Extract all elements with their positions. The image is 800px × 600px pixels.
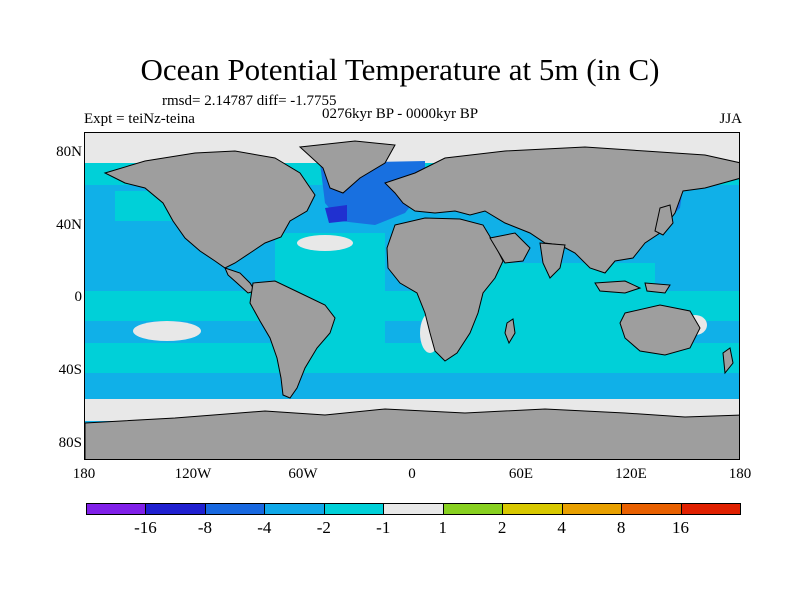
- legend-label: -1: [376, 518, 391, 537]
- x-tick-label: 120E: [615, 466, 647, 482]
- y-tick-label: 40S: [58, 362, 82, 378]
- y-tick-label: 40N: [56, 217, 82, 233]
- legend-color-box: [323, 503, 385, 515]
- y-tick-label: 0: [74, 289, 83, 305]
- north-america: [103, 150, 316, 269]
- legend-color-box: [561, 503, 623, 515]
- warm-patch: [133, 321, 201, 341]
- legend-label: 2: [497, 518, 507, 537]
- legend-label: 8: [616, 518, 626, 537]
- japan: [654, 204, 674, 236]
- north-atlantic-strong-anomaly: [325, 205, 347, 223]
- indonesia: [594, 280, 642, 294]
- india: [539, 242, 566, 279]
- legend-label: 1: [438, 518, 447, 537]
- legend-color-box: [264, 503, 325, 515]
- ocean-anomaly-band: [85, 373, 739, 399]
- ocean-anomaly-band: [85, 343, 739, 373]
- new-guinea: [644, 282, 671, 294]
- legend-label: 16: [672, 518, 690, 537]
- x-tick-label: 60E: [508, 466, 534, 482]
- legend-label: -4: [257, 518, 272, 537]
- new-zealand: [722, 347, 734, 375]
- experiment-label: Expt = teiNz-teina: [84, 111, 195, 127]
- x-tick-label: 180: [72, 466, 96, 482]
- legend-color-box: [145, 503, 206, 515]
- map-panel: [84, 132, 740, 460]
- legend-color-box: [502, 503, 563, 515]
- south-america: [249, 280, 336, 399]
- greenland: [298, 140, 396, 194]
- y-tick-label: 80N: [56, 144, 82, 160]
- legend-color-box: [204, 503, 266, 515]
- legend-label: 4: [557, 518, 566, 537]
- legend-label: -2: [316, 518, 331, 537]
- antarctica: [85, 408, 739, 459]
- period-label: 0276kyr BP - 0000kyr BP: [322, 106, 479, 122]
- season-label: JJA: [719, 111, 742, 127]
- arabia: [489, 232, 531, 264]
- legend-color-box: [383, 503, 444, 515]
- legend-color-box: [86, 503, 147, 515]
- legend-label: -8: [197, 518, 212, 537]
- madagascar: [504, 318, 516, 345]
- map-svg: [85, 133, 739, 459]
- y-tick-label: 80S: [58, 435, 82, 451]
- legend-label: -16: [134, 518, 157, 537]
- africa: [386, 217, 504, 362]
- legend-color-box: [621, 503, 682, 515]
- x-tick-label: 120W: [174, 466, 212, 482]
- legend-color-box: [442, 503, 504, 515]
- stats-label: rmsd= 2.14787 diff= -1.7755: [162, 93, 337, 109]
- eurasia: [384, 146, 739, 274]
- x-tick-label: 60W: [288, 466, 318, 482]
- legend-color-box: [680, 503, 741, 515]
- warm-patch: [297, 235, 353, 251]
- x-tick-label: 180: [728, 466, 752, 482]
- chart-title: Ocean Potential Temperature at 5m (in C): [140, 52, 660, 87]
- australia: [619, 304, 701, 356]
- x-tick-label: 0: [408, 466, 416, 482]
